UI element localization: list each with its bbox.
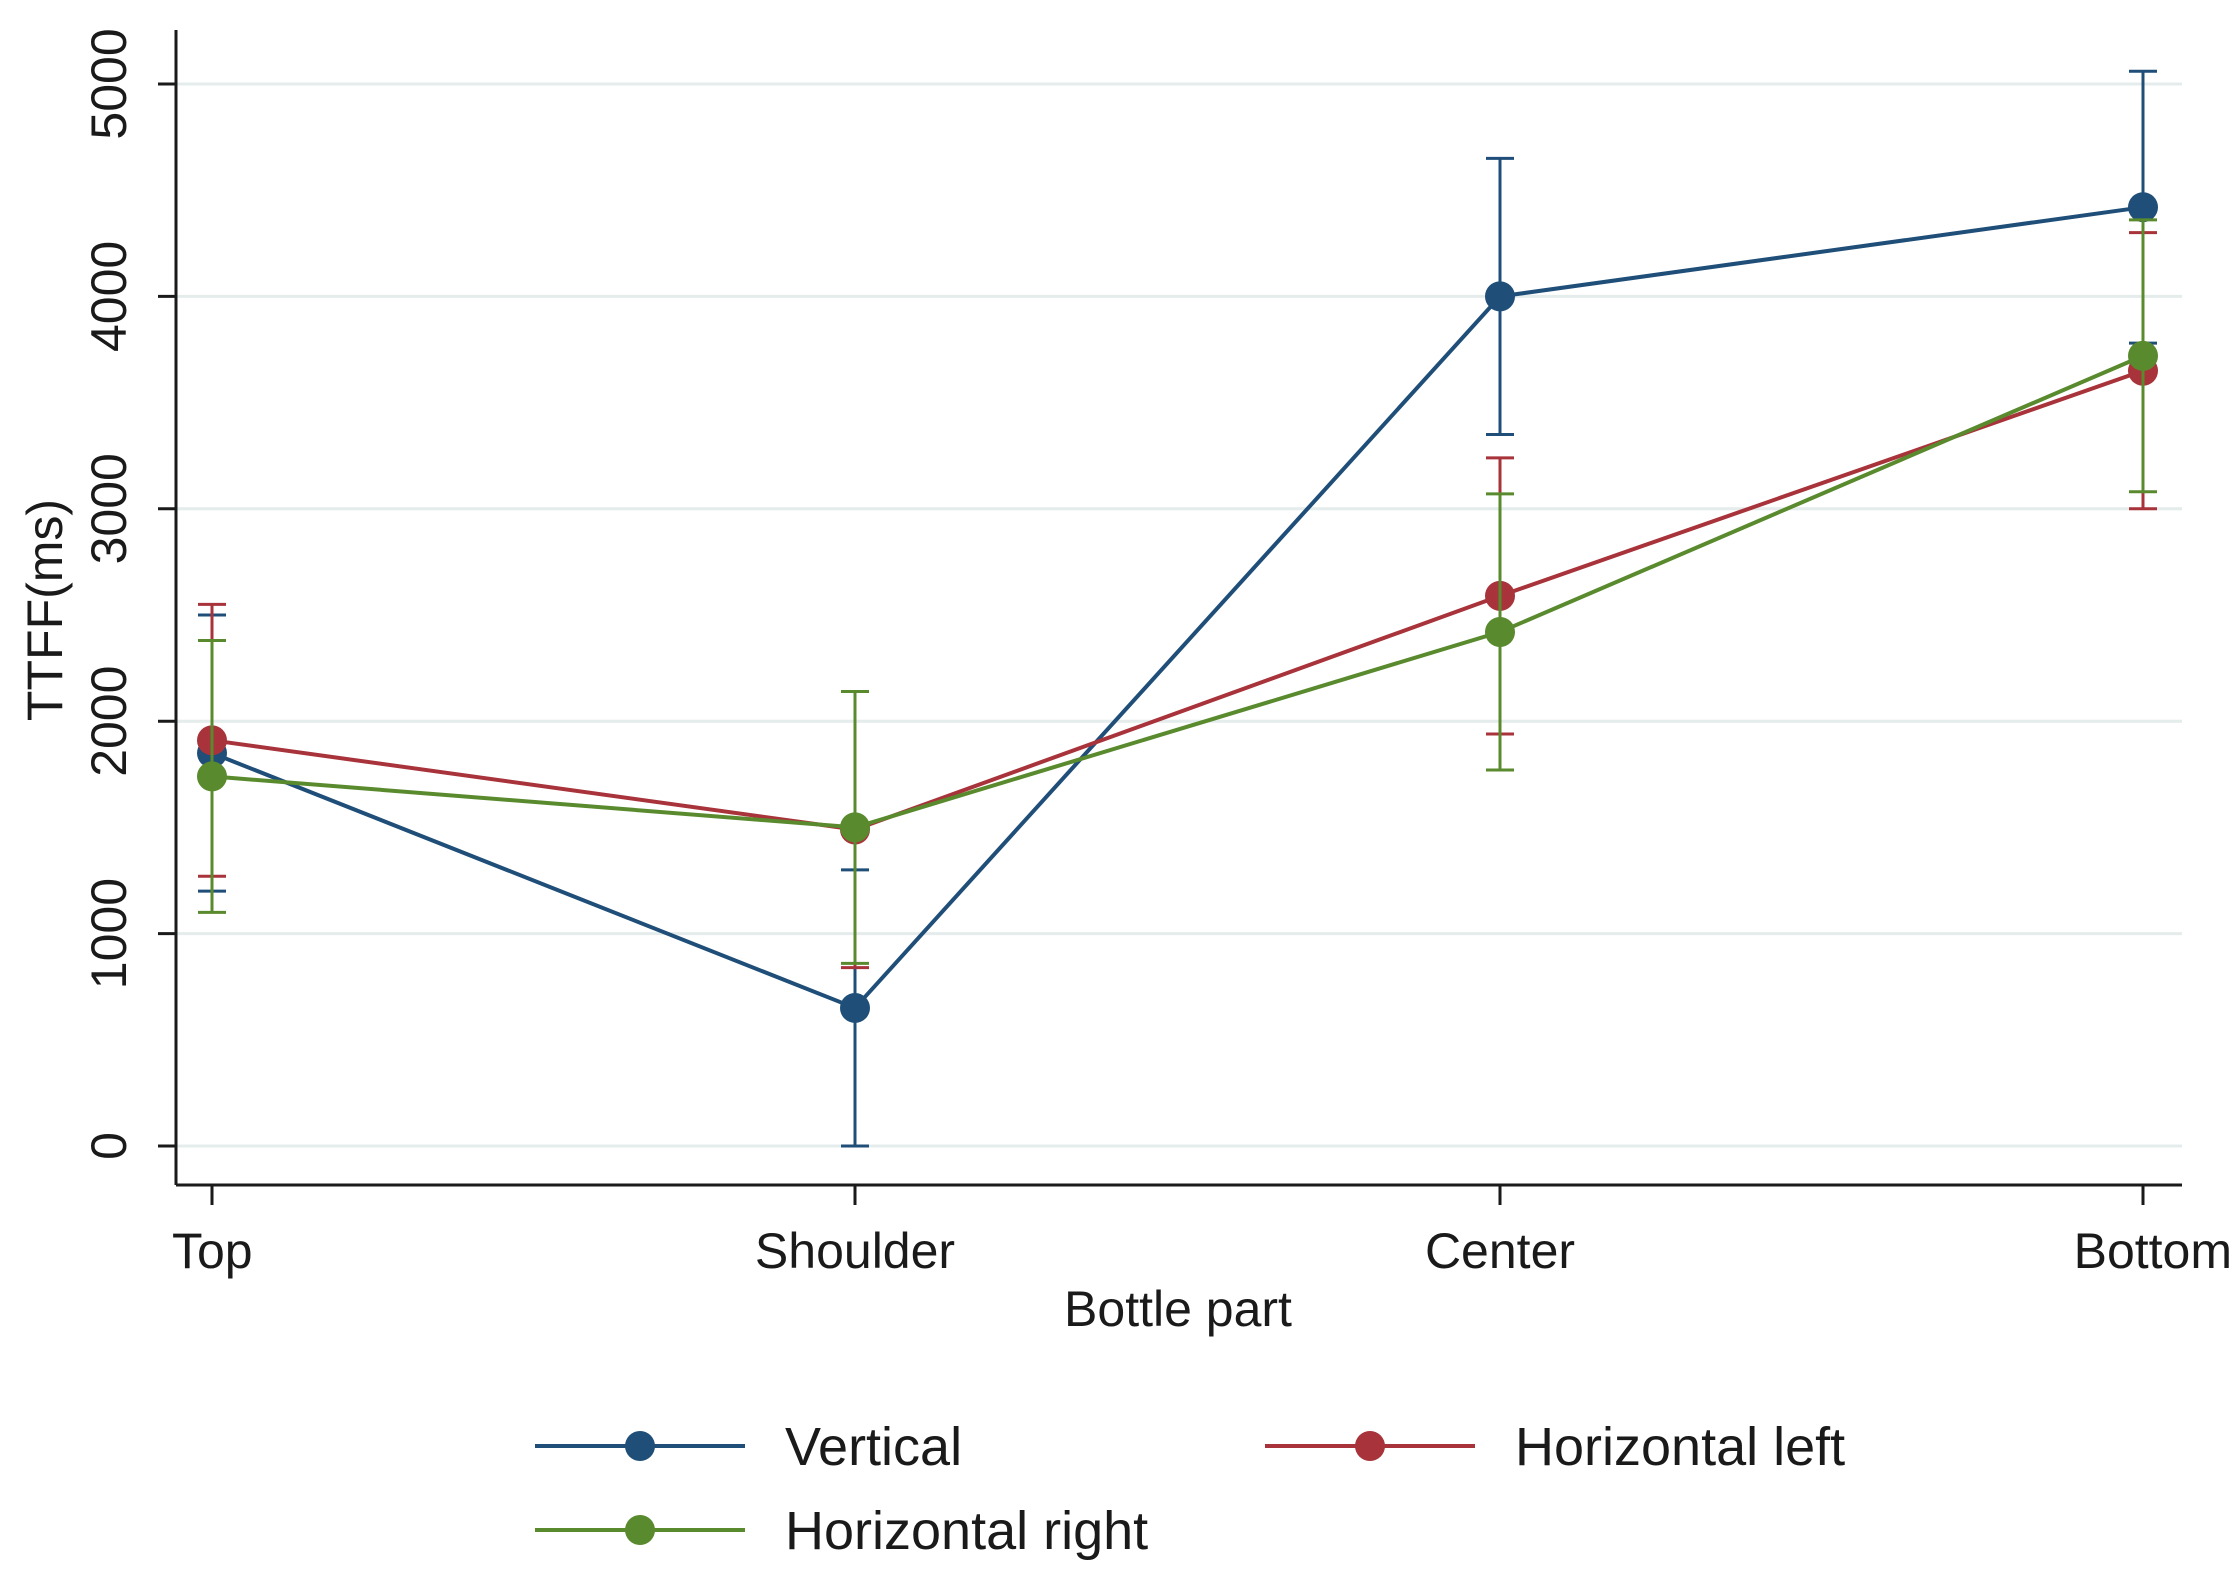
grid-lines [176, 82, 2182, 1148]
legend-swatch-marker-horizontal-right [625, 1515, 655, 1545]
data-point-vertical-shoulder [840, 992, 870, 1023]
legend-item-horizontal-left: Horizontal left [1265, 1417, 1845, 1477]
series-line-horizontal-right [211, 354, 2144, 830]
x-tick-label-bottom: Bottom [2074, 1223, 2232, 1279]
x-tick-label-center: Center [1425, 1223, 1575, 1279]
axes: 0 1000 2000 3000 4000 5000 Top Shoulder Center Bo… [17, 28, 2232, 1337]
data-point-horizontal-right-bottom [2128, 340, 2158, 371]
data-point-horizontal-right-center [1485, 616, 1515, 647]
legend-swatch-marker-horizontal-left [1355, 1431, 1385, 1461]
data-point-horizontal-right-top [197, 761, 227, 792]
series-line-horizontal-left [211, 368, 2144, 832]
y-tick-label-5000: 5000 [81, 28, 137, 139]
y-axis-title: TTFF(ms) [17, 499, 73, 721]
series-vertical [197, 69, 2158, 1148]
data-point-vertical-center [1485, 281, 1515, 312]
y-tick-label-0: 0 [81, 1132, 137, 1160]
data-point-horizontal-right-shoulder [840, 812, 870, 843]
legend-label-vertical: Vertical [785, 1417, 962, 1477]
x-tick-label-shoulder: Shoulder [755, 1223, 955, 1279]
y-tick-label-4000: 4000 [81, 241, 137, 352]
y-tick-label-3000: 3000 [81, 453, 137, 564]
legend: Vertical Horizontal left Horizontal right [535, 1417, 1845, 1561]
legend-item-vertical: Vertical [535, 1417, 962, 1477]
legend-item-horizontal-right: Horizontal right [535, 1501, 1148, 1561]
legend-swatch-marker-vertical [625, 1431, 655, 1461]
series-line-vertical [211, 205, 2144, 1011]
x-axis-title: Bottle part [1064, 1281, 1292, 1337]
x-tick-label-top: Top [172, 1223, 253, 1279]
legend-label-horizontal-left: Horizontal left [1515, 1417, 1845, 1477]
y-tick-label-1000: 1000 [81, 878, 137, 989]
series-layer [197, 69, 2158, 1148]
legend-label-horizontal-right: Horizontal right [785, 1501, 1148, 1561]
series-horizontal-right [197, 218, 2158, 965]
series-horizontal-left [197, 231, 2158, 970]
y-tick-label-2000: 2000 [81, 666, 137, 777]
data-point-vertical-bottom [2128, 192, 2158, 223]
